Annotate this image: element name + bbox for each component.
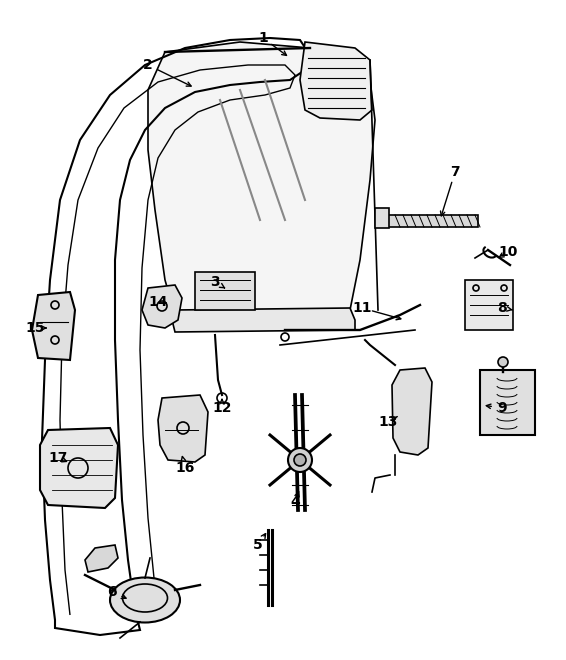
Bar <box>480 370 535 435</box>
Text: 13: 13 <box>378 415 398 429</box>
Text: 5: 5 <box>253 538 263 552</box>
Polygon shape <box>40 428 118 508</box>
Polygon shape <box>32 292 75 360</box>
Text: 4: 4 <box>290 495 300 509</box>
Polygon shape <box>148 42 375 315</box>
Text: 17: 17 <box>48 451 68 465</box>
Circle shape <box>288 448 312 472</box>
Polygon shape <box>158 395 208 462</box>
Polygon shape <box>85 545 118 572</box>
Text: 11: 11 <box>352 301 372 315</box>
Bar <box>195 272 255 310</box>
Circle shape <box>498 357 508 367</box>
Text: 15: 15 <box>25 321 45 335</box>
Polygon shape <box>392 368 432 455</box>
Text: 16: 16 <box>175 461 195 475</box>
Bar <box>388 215 478 227</box>
Circle shape <box>294 454 306 466</box>
Polygon shape <box>300 42 372 120</box>
Text: 6: 6 <box>107 585 117 599</box>
Text: 14: 14 <box>148 295 168 309</box>
Text: 3: 3 <box>210 275 220 289</box>
Text: 2: 2 <box>143 58 153 72</box>
Bar <box>375 208 389 228</box>
Text: 12: 12 <box>212 401 231 415</box>
Polygon shape <box>142 285 182 328</box>
Text: 1: 1 <box>258 31 268 45</box>
Polygon shape <box>172 308 355 332</box>
Bar <box>465 280 513 330</box>
Text: 8: 8 <box>497 301 507 315</box>
Text: 7: 7 <box>450 165 460 179</box>
Text: 9: 9 <box>497 401 507 415</box>
Text: 10: 10 <box>498 245 518 259</box>
Ellipse shape <box>110 578 180 622</box>
